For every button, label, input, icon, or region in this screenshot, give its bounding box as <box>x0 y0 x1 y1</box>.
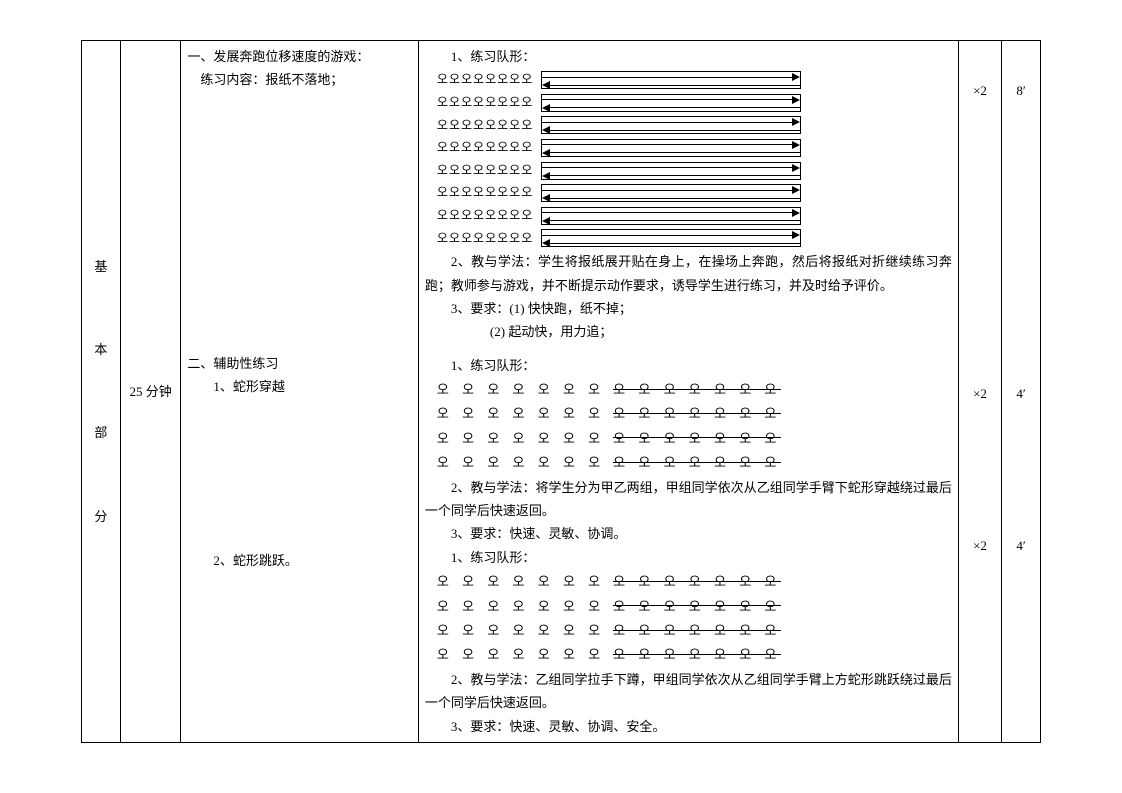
dur-1: 8′ <box>1008 79 1034 102</box>
method-p2-teach: 2、教与学法：将学生分为甲乙两组，甲组同学依次从乙组同学手臂下蛇形穿越绕过最后一… <box>425 476 952 523</box>
formation-3: 오 오 오 오 오 오 오 오 오 오 오 오 오 오 오 오 오 오 오 오 … <box>425 570 952 667</box>
section-char: 分 <box>88 505 114 528</box>
method-cell: 1、练习队形： 오오오오오오오오 오오오오오오오오 오오오오오오오오 오오오오오… <box>418 41 958 743</box>
dur-2: 4′ <box>1008 382 1034 405</box>
method-p2-title: 1、练习队形： <box>425 354 952 377</box>
time-text: 25 分钟 <box>129 384 171 399</box>
section-label-cell: 基 本 部 分 <box>82 41 121 743</box>
reps-2: ×2 <box>965 382 995 405</box>
content-block2-item2: 2、蛇形跳跃。 <box>187 549 412 572</box>
section-char: 部 <box>88 421 114 444</box>
reps-1: ×2 <box>965 79 995 102</box>
formation-2: 오 오 오 오 오 오 오 오 오 오 오 오 오 오 오 오 오 오 오 오 … <box>425 378 952 475</box>
method-p1-teach: 2、教与学法：学生将报纸展开贴在身上，在操场上奔跑，然后将报纸对折继续练习奔跑；… <box>425 250 952 297</box>
time-cell: 25 分钟 <box>120 41 180 743</box>
reps-cell: ×2 ×2 ×2 <box>958 41 1001 743</box>
content-block1-line2: 练习内容：报纸不落地； <box>187 68 412 91</box>
method-p3-req: 3、要求：快速、灵敏、协调、安全。 <box>425 715 952 738</box>
content-block2-title: 二、辅助性练习 <box>187 352 412 375</box>
duration-cell: 8′ 4′ 4′ <box>1002 41 1041 743</box>
section-char: 本 <box>88 338 114 361</box>
content-cell: 一、发展奔跑位移速度的游戏： 练习内容：报纸不落地； 二、辅助性练习 1、蛇形穿… <box>181 41 419 743</box>
section-char: 基 <box>88 255 114 278</box>
reps-3: ×2 <box>965 534 995 557</box>
dur-3: 4′ <box>1008 534 1034 557</box>
method-p1-req-b: (2) 起动快，用力追； <box>425 320 952 343</box>
method-p2-req: 3、要求：快速、灵敏、协调。 <box>425 522 952 545</box>
method-p1-req-a: 3、要求：(1) 快快跑，纸不掉； <box>425 297 952 320</box>
method-p3-title: 1、练习队形： <box>425 546 952 569</box>
lesson-plan-table: 基 本 部 分 25 分钟 一、发展奔跑位移速度的游戏： 练习内容：报纸不落地；… <box>81 40 1041 743</box>
content-block2-item1: 1、蛇形穿越 <box>187 375 412 398</box>
method-p1-title: 1、练习队形： <box>425 45 952 68</box>
table-row: 基 本 部 分 25 分钟 一、发展奔跑位移速度的游戏： 练习内容：报纸不落地；… <box>82 41 1041 743</box>
formation-1: 오오오오오오오오 오오오오오오오오 오오오오오오오오 오오오오오오오오 오오오오… <box>425 69 952 249</box>
method-p3-teach: 2、教与学法：乙组同学拉手下蹲，甲组同学依次从乙组同学手臂上方蛇形跳跃绕过最后一… <box>425 668 952 715</box>
content-block1-title: 一、发展奔跑位移速度的游戏： <box>187 45 412 68</box>
arrow-lane <box>541 71 801 89</box>
